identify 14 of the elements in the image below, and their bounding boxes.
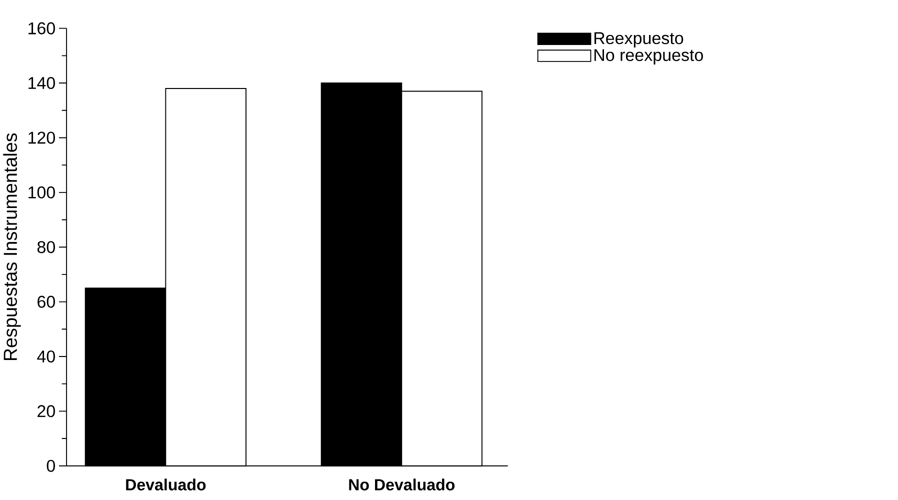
y-tick-label: 60 bbox=[38, 296, 55, 308]
y-axis-title: Respuestas Instrumentales bbox=[3, 133, 21, 360]
y-tick-label: 120 bbox=[28, 132, 55, 144]
legend-label: No reexpuesto bbox=[594, 49, 703, 64]
y-tick-label: 40 bbox=[37, 350, 55, 363]
legend-label: Reexpuesto bbox=[594, 32, 684, 48]
y-tick-label: 100 bbox=[28, 186, 55, 198]
y-tick-label: 160 bbox=[28, 22, 55, 34]
y-tick-label: 20 bbox=[38, 405, 55, 418]
x-tick-label: No Devaluado bbox=[349, 478, 455, 491]
x-tick-label: Devaluado bbox=[126, 478, 206, 491]
y-tick-label: 0 bbox=[46, 460, 55, 472]
y-tick-label: 80 bbox=[37, 241, 55, 254]
y-tick-label: 140 bbox=[28, 77, 55, 90]
